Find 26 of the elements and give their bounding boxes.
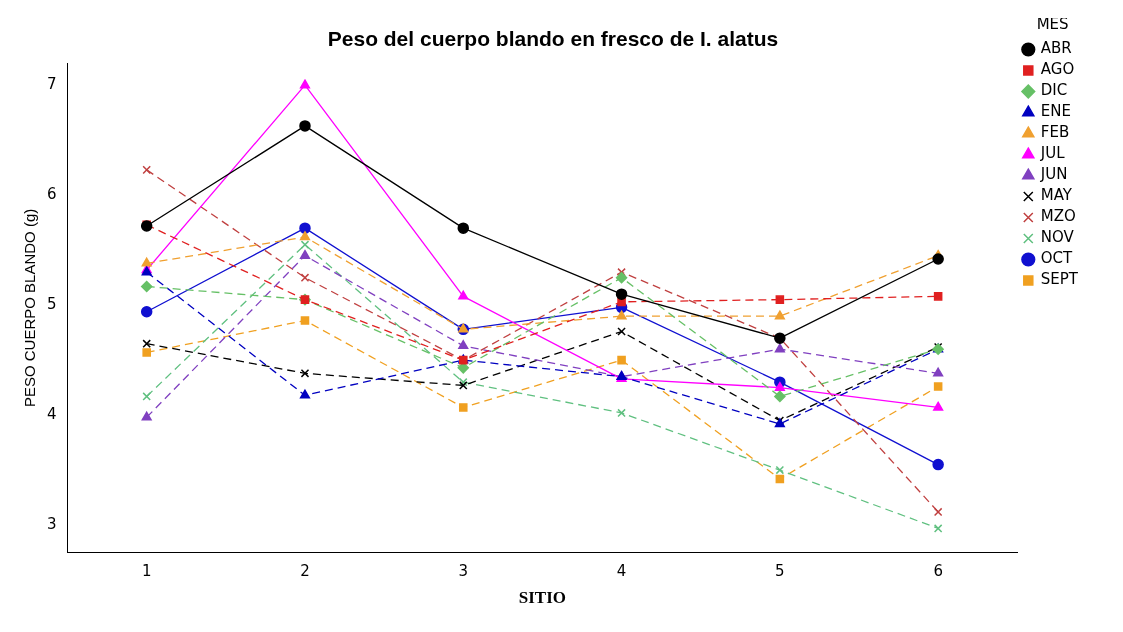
y-tick-label: 3	[47, 515, 57, 533]
legend-label: OCT	[1040, 249, 1074, 268]
legend-label: NOV	[1040, 228, 1075, 247]
x-axis-title: SITIO	[518, 588, 567, 608]
legend-label: DIC	[1040, 81, 1068, 100]
legend-label: JUN	[1039, 165, 1068, 184]
x-tick-label: 1	[141, 562, 152, 581]
legend-label: SEPT	[1040, 270, 1079, 289]
legend-label: MZO	[1040, 207, 1076, 226]
y-tick-label: 4	[47, 405, 57, 424]
x-tick-label: 4	[616, 562, 627, 581]
x-tick-label: 5	[775, 562, 785, 581]
legend-label: AGO	[1040, 60, 1075, 79]
legend-label: JUL	[1039, 144, 1066, 163]
legend-label: FEB	[1040, 123, 1070, 142]
y-tick-label: 6	[47, 185, 57, 204]
x-tick-label: 3	[458, 562, 469, 581]
y-tick-label: 7	[47, 75, 57, 94]
x-tick-label: 6	[933, 562, 943, 581]
chart-title: Peso del cuerpo blando en fresco de I. alatus	[327, 27, 779, 51]
legend-label: MAY	[1040, 186, 1073, 205]
legend-label: ENE	[1040, 102, 1071, 121]
x-tick-label: 2	[300, 562, 310, 581]
legend-label: ABR	[1040, 39, 1072, 58]
y-axis-title: PESO CUERPO BLANDO (g)	[21, 208, 39, 408]
y-tick-label: 5	[47, 295, 57, 314]
